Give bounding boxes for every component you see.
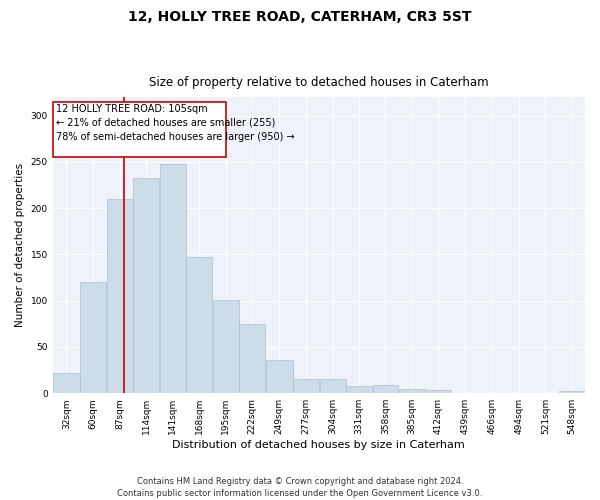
- Bar: [425, 390, 451, 393]
- Text: 12 HOLLY TREE ROAD: 105sqm
← 21% of detached houses are smaller (255)
78% of sem: 12 HOLLY TREE ROAD: 105sqm ← 21% of deta…: [56, 104, 294, 142]
- Text: 12, HOLLY TREE ROAD, CATERHAM, CR3 5ST: 12, HOLLY TREE ROAD, CATERHAM, CR3 5ST: [128, 10, 472, 24]
- Bar: [133, 178, 159, 393]
- Bar: [266, 360, 293, 393]
- FancyBboxPatch shape: [53, 102, 226, 158]
- Bar: [320, 380, 346, 393]
- X-axis label: Distribution of detached houses by size in Caterham: Distribution of detached houses by size …: [172, 440, 465, 450]
- Bar: [346, 386, 372, 393]
- Bar: [107, 199, 133, 393]
- Y-axis label: Number of detached properties: Number of detached properties: [15, 163, 25, 328]
- Bar: [213, 300, 239, 393]
- Bar: [373, 385, 398, 393]
- Bar: [399, 388, 425, 393]
- Bar: [53, 373, 80, 393]
- Bar: [160, 164, 186, 393]
- Bar: [239, 324, 265, 393]
- Bar: [293, 380, 319, 393]
- Text: Contains HM Land Registry data © Crown copyright and database right 2024.
Contai: Contains HM Land Registry data © Crown c…: [118, 476, 482, 498]
- Bar: [186, 258, 212, 393]
- Title: Size of property relative to detached houses in Caterham: Size of property relative to detached ho…: [149, 76, 488, 89]
- Bar: [559, 392, 585, 393]
- Bar: [80, 282, 106, 393]
